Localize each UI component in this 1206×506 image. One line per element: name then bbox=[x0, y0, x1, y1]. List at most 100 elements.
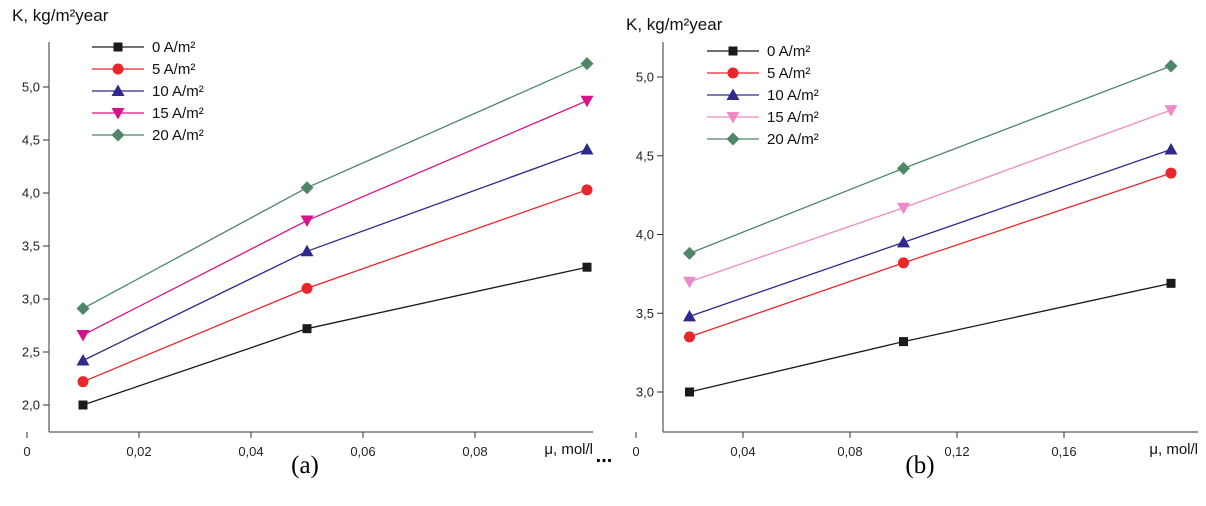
y-tick-label: 4,0 bbox=[636, 227, 654, 242]
data-point bbox=[897, 161, 910, 175]
series-2 bbox=[76, 143, 594, 366]
x-tick-label: 0,02 bbox=[126, 444, 151, 459]
data-point bbox=[1164, 105, 1178, 117]
legend-label: 0 A/m² bbox=[152, 39, 195, 56]
y-tick-label: 2,0 bbox=[22, 398, 40, 413]
y-tick-label: 4,5 bbox=[22, 133, 40, 148]
legend-label: 10 A/m² bbox=[767, 87, 819, 104]
data-point bbox=[897, 202, 910, 215]
series-0 bbox=[685, 278, 1176, 397]
y-tick-label: 3,0 bbox=[22, 292, 40, 307]
data-point bbox=[77, 376, 89, 388]
data-point bbox=[898, 257, 909, 269]
legend-marker bbox=[113, 42, 123, 52]
data-point bbox=[581, 184, 593, 196]
y-tick-label: 3,5 bbox=[636, 306, 654, 321]
legend-label: 10 A/m² bbox=[152, 83, 204, 100]
legend-label: 15 A/m² bbox=[152, 105, 204, 122]
y-tick-label: 3,0 bbox=[636, 385, 654, 400]
panel-label: (a) bbox=[291, 452, 319, 479]
data-point bbox=[302, 324, 312, 334]
data-point bbox=[582, 262, 592, 272]
series-1 bbox=[77, 184, 593, 388]
x-tick-label: 0,04 bbox=[238, 444, 263, 459]
panel-label: (b) bbox=[905, 452, 934, 479]
data-point bbox=[76, 330, 90, 342]
x-tick-label: 0,04 bbox=[730, 444, 755, 459]
separator-ellipsis: ... bbox=[596, 445, 613, 467]
data-point bbox=[683, 309, 696, 322]
legend: 0 A/m² 5 A/m² 10 A/m² 15 A/m² 20 A/m² bbox=[92, 39, 204, 144]
legend-marker bbox=[111, 84, 125, 96]
legend: 0 A/m² 5 A/m² 10 A/m² 15 A/m² 20 A/m² bbox=[707, 43, 819, 148]
y-tick-label: 5,0 bbox=[636, 70, 654, 85]
legend-label: 20 A/m² bbox=[152, 127, 204, 144]
y-tick-label: 4,5 bbox=[636, 148, 654, 163]
series-line bbox=[689, 65, 1172, 255]
data-point bbox=[684, 331, 695, 343]
data-point bbox=[300, 215, 314, 228]
legend-marker bbox=[726, 112, 740, 124]
data-point bbox=[683, 246, 696, 260]
data-point bbox=[78, 400, 88, 410]
x-tick-label: 0,08 bbox=[462, 444, 487, 459]
x-tick-label: 0,08 bbox=[837, 444, 862, 459]
series-2 bbox=[683, 142, 1178, 322]
series-3 bbox=[683, 105, 1178, 289]
x-tick-label: 0,06 bbox=[350, 444, 375, 459]
data-point bbox=[300, 244, 314, 257]
series-line bbox=[689, 148, 1172, 318]
data-point bbox=[300, 181, 314, 195]
data-point bbox=[1165, 167, 1177, 179]
legend-marker bbox=[112, 63, 124, 75]
y-axis-title: K, kg/m²year bbox=[12, 6, 109, 25]
chart-panel-b: 3,0 3,5 4,0 4,5 5,0 0 0,04 0,08 0,12 0,16 K, kg/m²… bbox=[626, 15, 1198, 479]
legend-label: 5 A/m² bbox=[767, 65, 810, 82]
legend-marker bbox=[726, 132, 740, 146]
legend-label: 20 A/m² bbox=[767, 131, 819, 148]
data-point bbox=[899, 337, 908, 347]
data-point bbox=[76, 353, 90, 366]
y-tick-label: 4,0 bbox=[22, 186, 40, 201]
y-tick-label: 3,5 bbox=[22, 239, 40, 254]
series-line bbox=[689, 282, 1172, 393]
data-point bbox=[683, 276, 696, 289]
data-point bbox=[76, 302, 90, 316]
chart-panel-a: 2,0 2,5 3,0 3,5 4,0 4,5 5,0 0 0,02 0,04 0,06 0,08 K,… bbox=[12, 6, 594, 479]
y-tick-label: 2,5 bbox=[22, 345, 40, 360]
series-line bbox=[82, 148, 588, 362]
data-point bbox=[1164, 59, 1178, 73]
data-point bbox=[685, 387, 694, 397]
series-line bbox=[82, 63, 588, 310]
data-point bbox=[1166, 278, 1176, 288]
legend-marker bbox=[111, 108, 125, 120]
x-axis-title: μ, mol/l bbox=[1149, 441, 1198, 458]
x-tick-label: 0,12 bbox=[944, 444, 969, 459]
data-point bbox=[301, 282, 313, 294]
data-point bbox=[580, 143, 594, 155]
series-0 bbox=[78, 262, 592, 410]
series-line bbox=[689, 109, 1172, 283]
x-axis-title: μ, mol/l bbox=[544, 441, 593, 458]
legend-marker bbox=[111, 128, 125, 142]
data-point bbox=[580, 95, 594, 108]
series-3 bbox=[76, 95, 594, 342]
legend-label: 15 A/m² bbox=[767, 109, 819, 126]
x-tick-label: 0 bbox=[632, 444, 639, 459]
series-1 bbox=[684, 167, 1177, 343]
x-tick-label: 0,16 bbox=[1051, 444, 1076, 459]
y-axis-title: K, kg/m²year bbox=[626, 15, 723, 34]
legend-label: 0 A/m² bbox=[767, 43, 810, 60]
legend-label: 5 A/m² bbox=[152, 61, 195, 78]
data-point bbox=[1164, 142, 1178, 155]
x-tick-label: 0 bbox=[23, 444, 30, 459]
data-point bbox=[897, 235, 910, 248]
data-point bbox=[580, 57, 594, 71]
legend-marker bbox=[727, 67, 739, 79]
legend-marker bbox=[726, 88, 740, 100]
series-4 bbox=[76, 57, 594, 316]
legend-marker bbox=[728, 46, 738, 56]
series-4 bbox=[683, 59, 1178, 260]
series-line bbox=[82, 266, 588, 406]
